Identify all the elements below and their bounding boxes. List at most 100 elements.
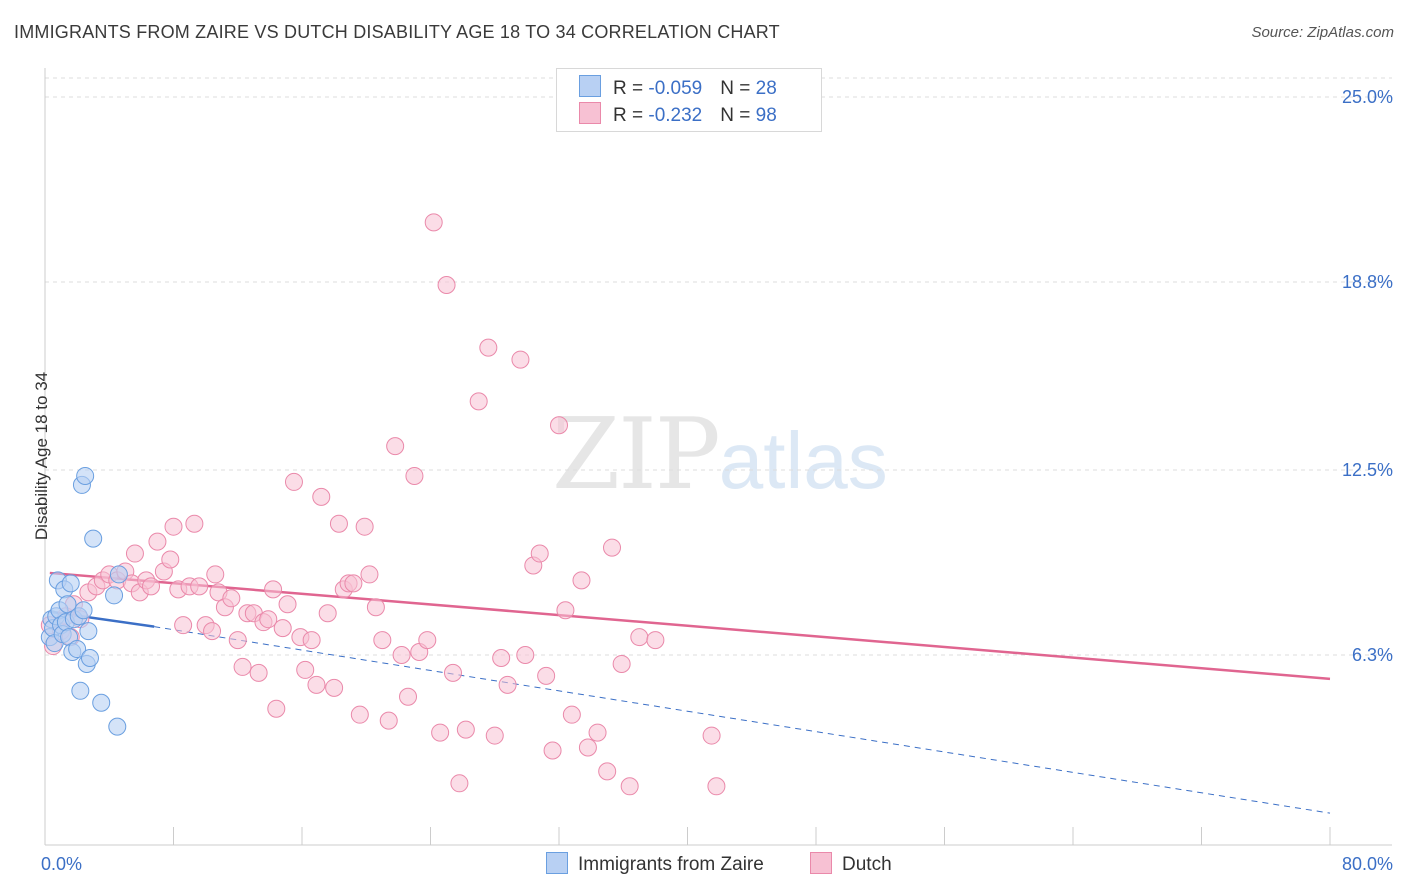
dutch-point [267, 699, 286, 718]
tick-labels: 6.3% 12.5% 18.8% 25.0% 0.0% 80.0% [41, 87, 1393, 874]
dutch-point [418, 631, 437, 650]
dutch-point [344, 574, 363, 593]
legend-row-zaire: R = -0.059 N = 28 [579, 75, 777, 101]
zaire-trend-extension [154, 626, 1331, 814]
dutch-point [329, 514, 348, 533]
dutch-point [249, 663, 268, 682]
legend-item-dutch: Dutch [810, 852, 892, 876]
y-tick-label: 18.8% [1342, 272, 1393, 292]
dutch-point [164, 517, 183, 536]
zaire-legend-swatch [546, 852, 568, 874]
dutch-point [273, 619, 292, 638]
r-label: R = [613, 105, 649, 126]
chart-title: IMMIGRANTS FROM ZAIRE VS DUTCH DISABILIT… [14, 22, 780, 42]
zaire-swatch [579, 75, 601, 97]
watermark-zip: ZIP [552, 398, 721, 512]
dutch-trend-line [49, 571, 1331, 681]
dutch-point [630, 628, 649, 647]
dutch-point [443, 663, 462, 682]
zaire-point [105, 586, 124, 605]
dutch-point [284, 472, 303, 491]
dutch-point [360, 565, 379, 584]
dutch-point [479, 338, 498, 357]
dutch-point [161, 550, 180, 569]
dutch-swatch [579, 102, 601, 124]
dutch-point [450, 774, 469, 793]
dutch-point [537, 666, 556, 685]
source-label: Source: ZipAtlas.com [1251, 24, 1394, 41]
r-value: -0.059 [648, 78, 703, 99]
dutch-point [307, 675, 326, 694]
dutch-point [174, 616, 193, 635]
legend-item-zaire: Immigrants from Zaire [546, 852, 764, 876]
zaire-point [92, 693, 111, 712]
dutch-point [498, 675, 517, 694]
zaire-point [79, 622, 98, 641]
dutch-point [620, 777, 639, 796]
dutch-point [578, 738, 597, 757]
x-tick-label: 0.0% [41, 854, 82, 874]
r-label: R = [613, 78, 649, 99]
dutch-point [469, 392, 488, 411]
dutch-point [325, 678, 344, 697]
dutch-point [511, 350, 530, 369]
dutch-point [302, 631, 321, 650]
zaire-point [80, 648, 99, 667]
dutch-point [530, 544, 549, 563]
dutch-point [485, 726, 504, 745]
dutch-point [203, 622, 222, 641]
dutch-point [318, 604, 337, 623]
dutch-point [646, 631, 665, 650]
dutch-point [206, 565, 225, 584]
zaire-point [108, 717, 127, 736]
dutch-point [556, 601, 575, 620]
dutch-point [142, 577, 161, 596]
dutch-point [707, 777, 726, 796]
dutch-point [355, 517, 374, 536]
dutch-point [516, 646, 535, 664]
gridlines [45, 77, 1392, 656]
dutch-point [296, 660, 315, 679]
dutch-point [598, 762, 617, 781]
watermark: ZIPatlas [552, 398, 888, 512]
dutch-point [373, 631, 392, 650]
dutch-point [550, 416, 568, 435]
dutch-point [259, 610, 278, 629]
n-value: 28 [755, 78, 777, 99]
y-axis-label: Disability Age 18 to 34 [32, 371, 51, 541]
dutch-point [543, 741, 562, 760]
dutch-point [379, 711, 398, 730]
dutch-point [431, 723, 450, 742]
dutch-point [185, 514, 204, 533]
n-label: N = [720, 105, 756, 126]
axes [44, 68, 1392, 846]
dutch-point [148, 532, 167, 551]
y-tick-label: 12.5% [1342, 460, 1393, 480]
dutch-point [386, 437, 405, 456]
zaire-point [68, 640, 87, 659]
zaire-point [76, 466, 95, 485]
correlation-legend: R = -0.059 N = 28 R = -0.232 N = 98 [556, 68, 822, 132]
watermark-atlas: atlas [718, 416, 888, 505]
dutch-point [264, 580, 283, 599]
zaire-point [109, 565, 128, 584]
y-tick-label: 25.0% [1342, 87, 1393, 107]
dutch-point [125, 544, 144, 563]
zaire-point [84, 529, 103, 548]
dutch-point [405, 466, 424, 485]
zaire-point [58, 595, 77, 614]
dutch-point [366, 598, 385, 617]
n-label: N = [720, 78, 756, 99]
dutch-point [588, 723, 607, 742]
y-tick-label: 6.3% [1352, 645, 1393, 665]
dutch-point [562, 705, 581, 724]
dutch-point [399, 687, 418, 706]
dutch-point [612, 654, 631, 673]
dutch-point [437, 275, 456, 294]
dutch-point [312, 487, 331, 506]
dutch-point [392, 646, 411, 664]
n-value: 98 [755, 105, 777, 126]
zaire-point [61, 574, 80, 593]
legend-row-dutch: R = -0.232 N = 98 [579, 102, 777, 128]
